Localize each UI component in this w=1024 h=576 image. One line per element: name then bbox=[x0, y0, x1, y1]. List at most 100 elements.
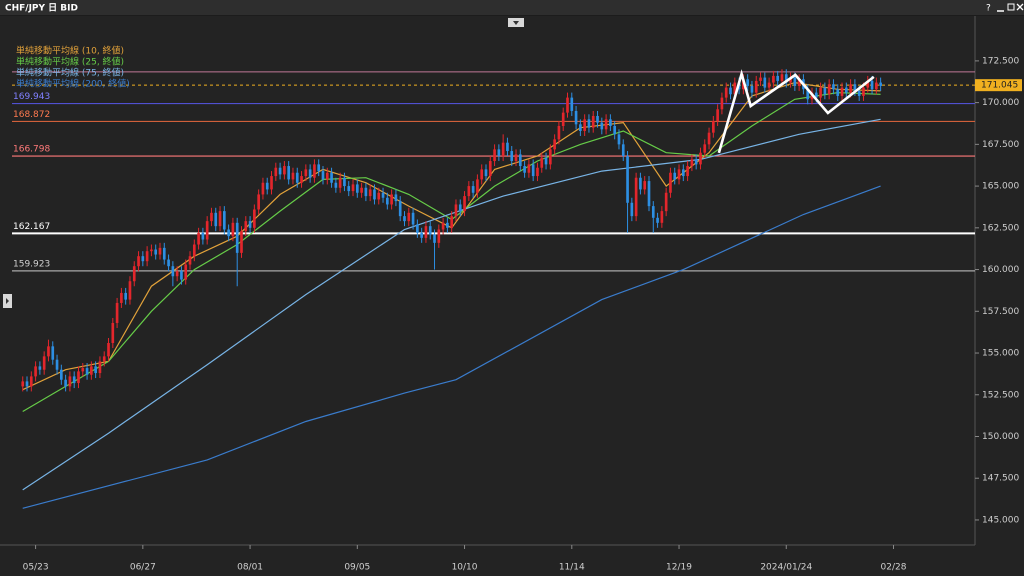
candle-body bbox=[210, 212, 213, 222]
x-tick-label: 2024/01/24 bbox=[760, 563, 812, 573]
candle-body bbox=[458, 204, 462, 212]
candle-body bbox=[733, 82, 737, 95]
candle-body bbox=[677, 169, 681, 180]
candle-body bbox=[51, 346, 55, 360]
y-tick-label: 172.500 bbox=[982, 56, 1019, 66]
maximize-button[interactable] bbox=[1007, 3, 1015, 11]
current-price-label: 171.045 bbox=[981, 81, 1018, 91]
candle-body bbox=[720, 97, 724, 110]
candle-body bbox=[132, 266, 136, 282]
candle-body bbox=[690, 159, 694, 167]
y-tick-label: 150.000 bbox=[982, 432, 1019, 442]
candle-body bbox=[561, 112, 565, 126]
candle-body bbox=[343, 177, 346, 187]
title-bar bbox=[0, 0, 1024, 15]
candle-body bbox=[90, 366, 93, 375]
x-tick-label: 12/19 bbox=[666, 563, 692, 573]
candle-body bbox=[621, 144, 625, 157]
candle-body bbox=[235, 222, 239, 253]
candle-body bbox=[604, 119, 608, 130]
candle-body bbox=[437, 229, 441, 243]
candle-body bbox=[29, 376, 33, 387]
x-tick-label: 11/14 bbox=[559, 563, 585, 573]
candle-body bbox=[205, 221, 209, 240]
candle-body bbox=[128, 281, 132, 300]
candle-body bbox=[85, 368, 89, 375]
candle-body bbox=[587, 119, 591, 128]
candle-body bbox=[840, 87, 844, 96]
candle-body bbox=[703, 144, 707, 153]
candle-body bbox=[630, 202, 634, 217]
candle-body bbox=[334, 182, 338, 188]
candle-body bbox=[746, 79, 749, 86]
candle-body bbox=[21, 381, 25, 387]
candle-body bbox=[724, 87, 728, 98]
candle-body bbox=[167, 259, 170, 267]
candle-body bbox=[694, 159, 698, 165]
legend-entry: 単純移動平均線 (10, 終値) bbox=[16, 45, 124, 57]
candle-body bbox=[540, 157, 544, 168]
y-tick-label: 165.000 bbox=[982, 182, 1019, 192]
candle-body bbox=[227, 229, 230, 237]
candle-body bbox=[386, 197, 389, 205]
candle-body bbox=[94, 366, 97, 374]
chart-area bbox=[0, 16, 1024, 576]
y-tick-label: 162.500 bbox=[982, 223, 1019, 233]
candle-body bbox=[467, 186, 471, 197]
candle-body bbox=[81, 368, 85, 372]
candle-body bbox=[531, 164, 535, 177]
x-tick-label: 10/10 bbox=[452, 563, 478, 573]
candle-body bbox=[38, 366, 42, 370]
candle-body bbox=[428, 226, 432, 235]
candle-body bbox=[772, 75, 775, 83]
candle-body bbox=[712, 120, 715, 133]
candle-body bbox=[377, 192, 381, 200]
candle-body bbox=[836, 89, 840, 96]
candle-body bbox=[355, 184, 359, 193]
candle-body bbox=[763, 77, 767, 88]
candle-body bbox=[120, 292, 123, 303]
candle-body bbox=[394, 194, 398, 202]
candle-body bbox=[759, 77, 762, 81]
candle-body bbox=[849, 84, 852, 93]
candle-body bbox=[59, 369, 63, 380]
candle-body bbox=[180, 271, 183, 280]
candle-body bbox=[776, 75, 780, 81]
candle-body bbox=[381, 192, 385, 198]
candle-body bbox=[566, 97, 569, 113]
candle-body bbox=[617, 134, 621, 145]
candle-body bbox=[145, 251, 149, 262]
candle-body bbox=[647, 181, 651, 207]
candle-body bbox=[407, 212, 411, 222]
candle-body bbox=[870, 80, 874, 90]
candle-body bbox=[441, 222, 445, 230]
legend-entry: 単純移動平均線 (25, 終値) bbox=[16, 56, 124, 68]
candle-body bbox=[518, 154, 522, 167]
candle-body bbox=[501, 142, 505, 157]
candle-body bbox=[218, 211, 222, 227]
candle-body bbox=[300, 176, 303, 183]
x-tick-label: 08/01 bbox=[237, 563, 263, 573]
candle-body bbox=[789, 77, 792, 83]
candle-body bbox=[669, 172, 672, 193]
candle-body bbox=[420, 232, 423, 238]
candle-body bbox=[784, 74, 788, 83]
candle-body bbox=[844, 87, 848, 93]
trendline-drawing bbox=[717, 69, 875, 154]
candle-body bbox=[574, 110, 578, 125]
close-button[interactable] bbox=[1016, 3, 1024, 11]
candle-body bbox=[686, 166, 689, 177]
candle-body bbox=[609, 119, 612, 126]
x-tick-label: 06/27 bbox=[130, 563, 156, 573]
candle-body bbox=[699, 152, 702, 165]
candle-body bbox=[879, 82, 882, 86]
candle-body bbox=[287, 166, 291, 180]
level-label: 162.167 bbox=[13, 222, 50, 232]
candle-body bbox=[488, 161, 492, 177]
y-tick-label: 147.500 bbox=[982, 474, 1019, 484]
help-button[interactable]: ? bbox=[986, 4, 991, 14]
candle-body bbox=[463, 196, 466, 212]
candle-body bbox=[270, 176, 273, 190]
candle-body bbox=[862, 87, 865, 96]
candle-body bbox=[274, 167, 278, 177]
